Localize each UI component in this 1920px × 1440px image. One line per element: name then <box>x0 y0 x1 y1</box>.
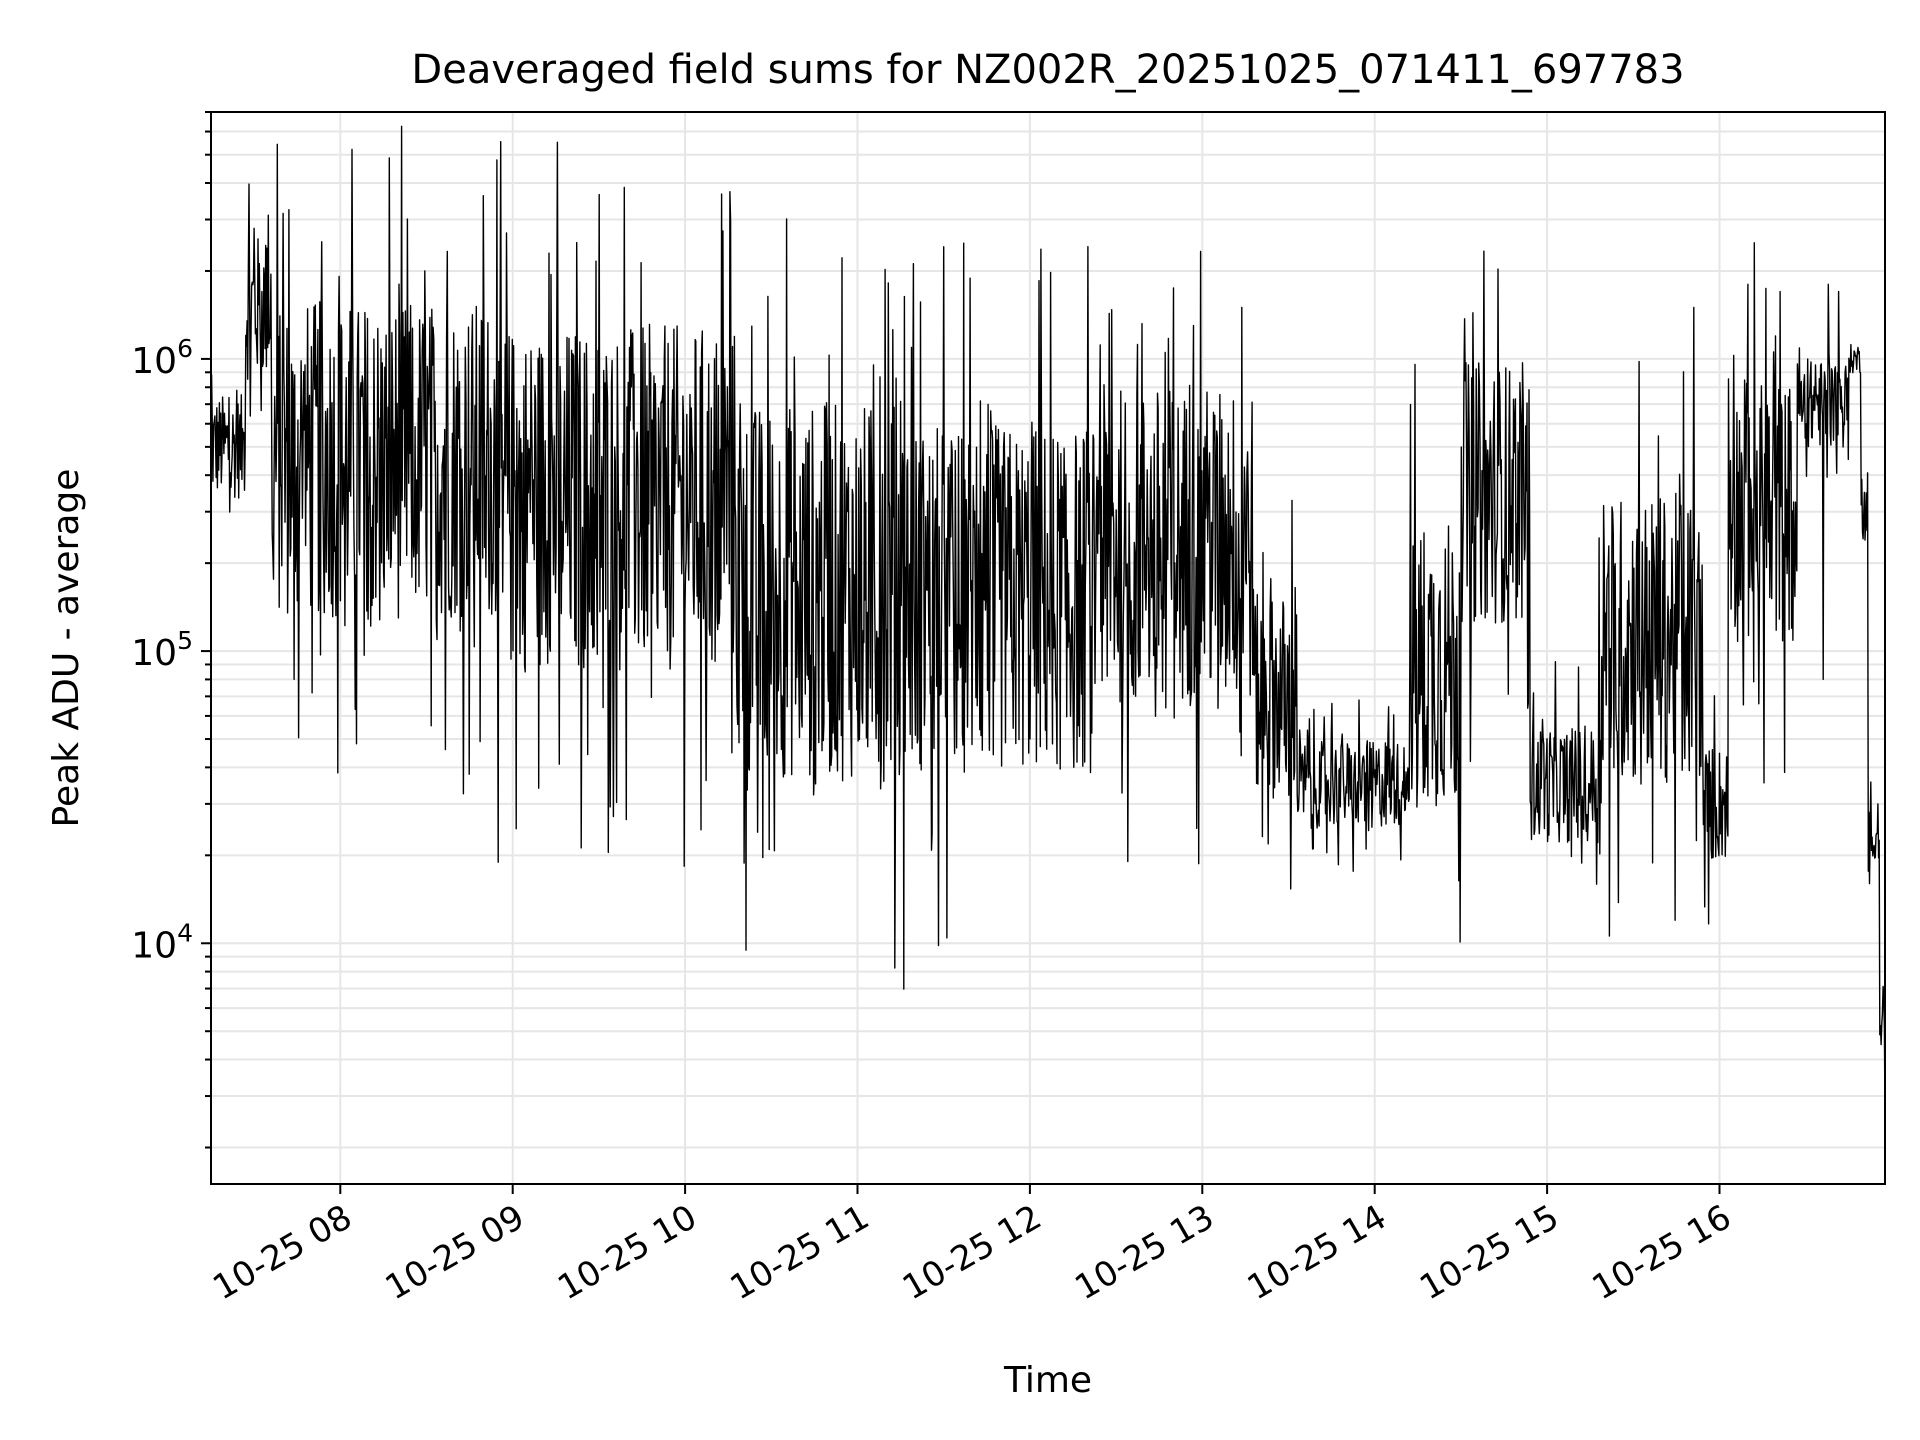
y-tick-label: 106 <box>131 334 193 382</box>
chart-title: Deaveraged field sums for NZ002R_2025102… <box>411 47 1684 93</box>
plot-area <box>211 125 1885 1120</box>
y-axis: 104 105 106 <box>131 111 211 1149</box>
y-tick-label: 105 <box>131 626 193 674</box>
plot-frame <box>210 111 1886 1185</box>
x-axis-label: Time <box>1003 1360 1092 1401</box>
series-group <box>211 125 1885 1120</box>
series-line <box>211 125 1885 1120</box>
y-axis-label: Peak ADU - average <box>46 469 87 828</box>
y-tick-label: 104 <box>131 918 193 966</box>
grid-lines <box>211 111 1885 1184</box>
